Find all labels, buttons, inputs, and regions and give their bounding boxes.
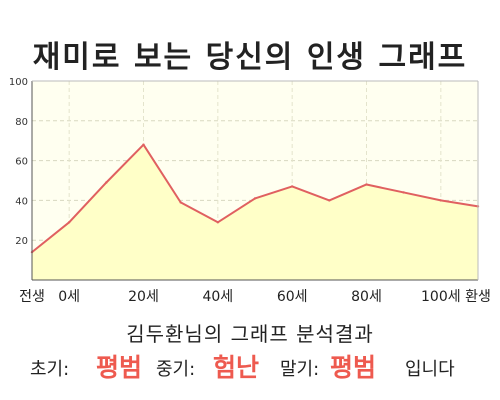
early-value: 평범: [96, 353, 143, 382]
x-tick-label: 100세: [421, 289, 461, 305]
data-point: [439, 199, 443, 202]
data-point: [179, 201, 182, 204]
y-tick-label: 20: [15, 236, 28, 247]
early-label: 초기:: [30, 359, 70, 380]
y-tick-label: 40: [15, 196, 28, 207]
data-point: [216, 221, 220, 224]
middle-value: 험난: [213, 353, 260, 382]
chart-title: 재미로 보는 당신의 인생 그래프: [32, 40, 468, 75]
data-point: [142, 143, 145, 146]
data-point: [290, 185, 294, 188]
data-point: [402, 191, 405, 194]
late-value: 평범: [330, 353, 377, 382]
y-tick-label: 80: [15, 117, 28, 128]
x-tick-label: 0세: [58, 289, 80, 305]
ending-text: 입니다: [405, 359, 455, 380]
y-tick-label: 60: [15, 157, 28, 168]
analysis-heading: 김두환님의 그래프 분석결과: [126, 322, 374, 346]
data-point: [328, 199, 331, 202]
area-fill: [32, 144, 478, 280]
data-point: [105, 181, 108, 184]
y-tick-label: 100: [9, 77, 28, 88]
life-graph-chart: 20 40 60 80 100 전생 0세 20세 40세 60세 80세 100세 환생: [9, 77, 491, 305]
x-tick-label: 40세: [202, 289, 233, 305]
data-point: [67, 221, 71, 224]
analysis-summary: 초기: 평범 중기: 험난 말기: 평범 입니다: [0, 348, 500, 382]
x-tick-label: 20세: [128, 289, 159, 305]
data-point: [253, 197, 257, 200]
x-tick-label: 80세: [351, 289, 382, 305]
x-tick-label: 60세: [277, 289, 308, 305]
late-label: 말기:: [280, 359, 320, 380]
data-point: [365, 183, 368, 186]
x-tick-label: 전생: [19, 289, 45, 305]
x-tick-label: 환생: [465, 289, 491, 305]
middle-label: 중기:: [156, 359, 196, 380]
